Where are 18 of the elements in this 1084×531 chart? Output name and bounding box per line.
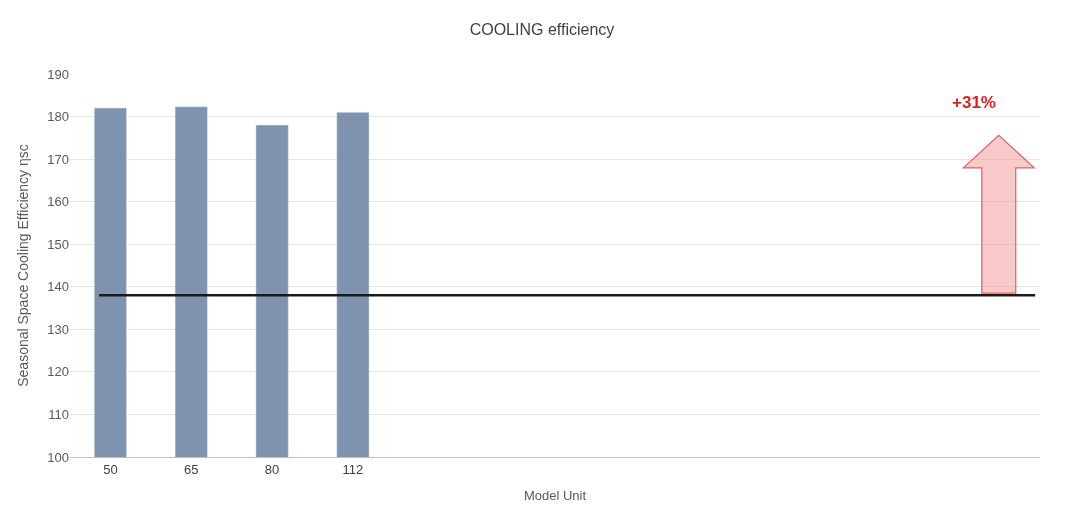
chart-title: COOLING efficiency [469,21,615,39]
y-tick-label: 130 [47,321,69,337]
y-tick-label: 150 [47,236,69,252]
y-tick-label: 140 [47,279,69,295]
y-axis-title: Seasonal Space Cooling Efficiency ηsc [14,144,31,387]
y-tick-label: 100 [47,449,69,465]
x-tick-label: 50 [103,461,118,477]
x-axis-title: Model Unit [523,488,587,504]
x-tick-label: 112 [342,461,364,477]
y-tick-label: 190 [47,66,69,82]
y-tick-label: 120 [47,364,69,380]
x-tick-label: 65 [184,461,199,477]
y-tick-label: 160 [47,194,69,210]
annotation: +31% [952,93,996,112]
x-tick-label: 80 [264,461,280,477]
y-tick-label: 180 [47,109,69,125]
y-tick-label: 170 [47,151,69,167]
y-tick-label: 110 [48,406,69,422]
